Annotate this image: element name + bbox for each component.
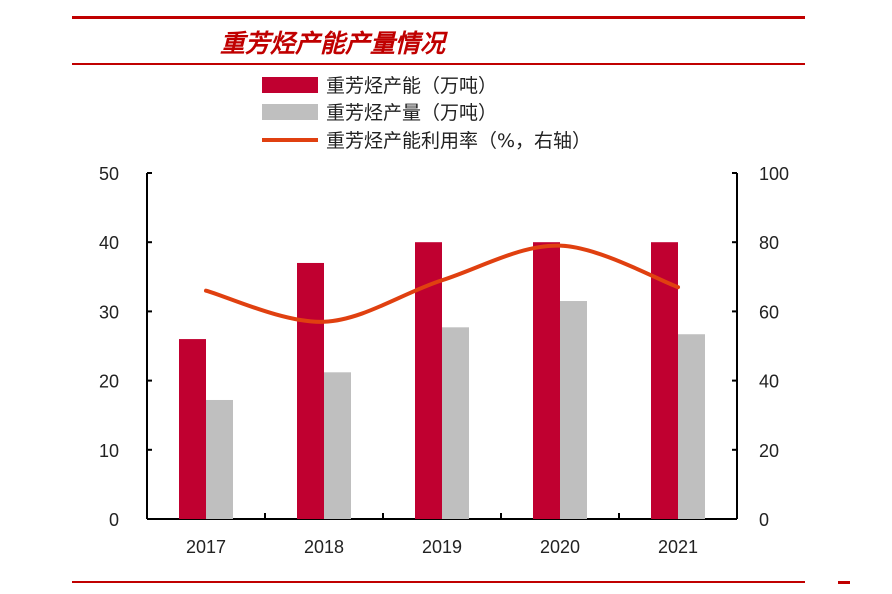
bar-output-2018	[324, 372, 351, 519]
legend-label-1: 重芳烃产量（万吨）	[326, 102, 497, 124]
x-tick-label: 2020	[540, 537, 580, 557]
x-tick-label: 2019	[422, 537, 462, 557]
bottom-mark	[838, 581, 850, 584]
top-rule	[72, 16, 805, 19]
right-tick-label: 100	[759, 164, 789, 184]
left-tick-label: 0	[109, 510, 119, 530]
bar-capacity-2017	[179, 339, 206, 519]
right-tick-label: 60	[759, 302, 779, 322]
utilization-line	[204, 243, 680, 324]
left-tick-label: 50	[99, 164, 119, 184]
left-tick-label: 30	[99, 302, 119, 322]
bar-output-2019	[442, 327, 469, 519]
right-tick-label: 40	[759, 372, 779, 392]
x-tick-label: 2018	[304, 537, 344, 557]
bar-output-2021	[678, 334, 705, 519]
legend-label-2: 重芳烃产能利用率（%，右轴）	[326, 130, 591, 152]
bar-capacity-2021	[651, 242, 678, 519]
bar-capacity-2020	[533, 242, 560, 519]
legend-swatch-1	[262, 104, 318, 120]
bottom-rule	[72, 581, 805, 583]
x-tick-label: 2017	[186, 537, 226, 557]
bar-capacity-2018	[297, 262, 324, 519]
legend-swatch-0	[262, 77, 318, 93]
left-tick-label: 40	[99, 233, 119, 253]
title-rule	[72, 63, 805, 65]
right-tick-label: 80	[759, 233, 779, 253]
left-tick-label: 20	[99, 372, 119, 392]
x-tick-label: 2021	[658, 537, 698, 557]
chart-title: 重芳烃产能产量情况	[220, 29, 446, 58]
legend-label-0: 重芳烃产能（万吨）	[326, 75, 497, 97]
bar-output-2017	[206, 399, 233, 519]
right-tick-label: 20	[759, 441, 779, 461]
left-tick-label: 10	[99, 441, 119, 461]
right-tick-label: 0	[759, 510, 769, 530]
bar-output-2020	[560, 301, 587, 519]
